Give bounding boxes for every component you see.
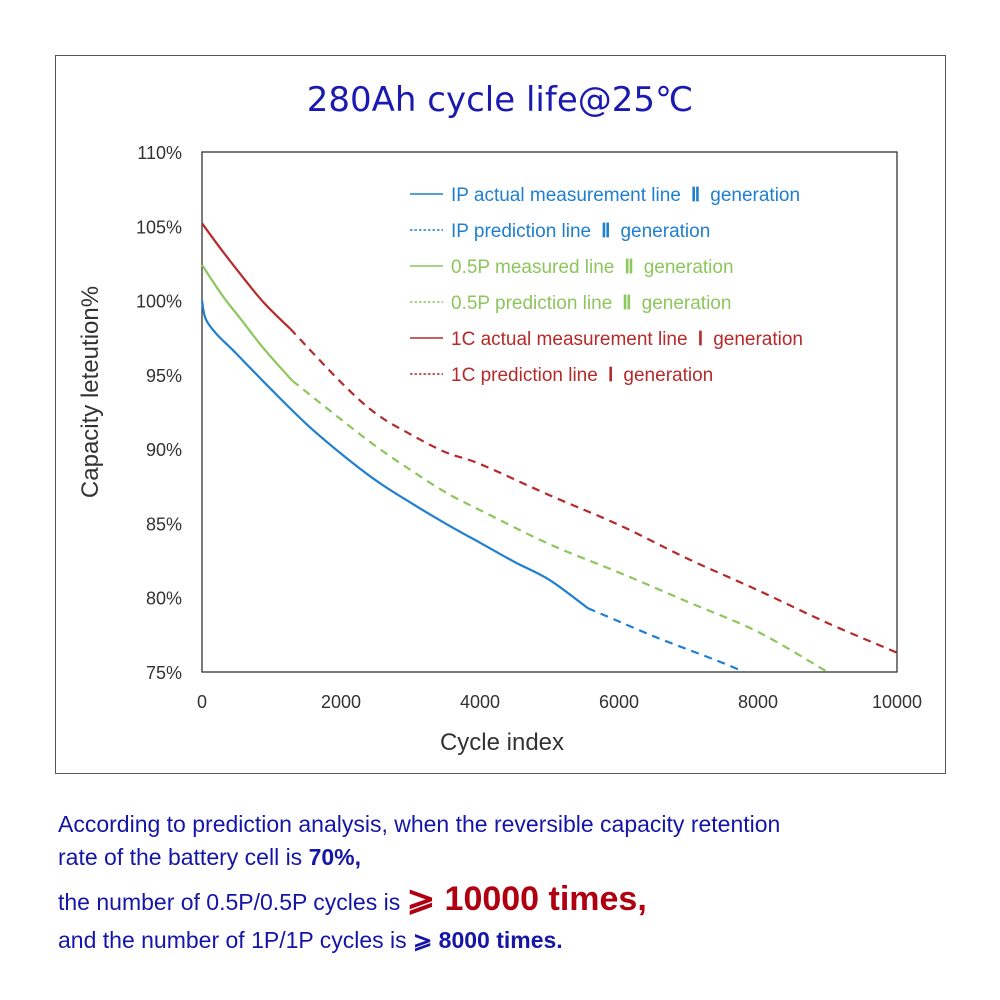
- y-tick-label: 80%: [146, 589, 182, 609]
- series-line-3: [291, 379, 829, 673]
- line-chart: 75% 80% 85% 90% 95% 100% 105% 110% 0 2000 4000 600…: [77, 143, 922, 756]
- legend-generation: Ⅱ: [601, 221, 610, 242]
- y-tick-label: 110%: [137, 143, 182, 163]
- series-line-0: [200, 300, 589, 609]
- footer-line-1: According to prediction analysis, when t…: [58, 811, 781, 837]
- legend-suffix: generation: [710, 185, 800, 206]
- footer-text: the number of 0.5P/0.5P cycles is: [58, 888, 407, 915]
- x-tick-label: 8000: [738, 692, 778, 712]
- legend-text: 0.5P prediction line: [451, 293, 612, 314]
- legend-text: 1C prediction line: [451, 365, 598, 386]
- legend-suffix: generation: [623, 365, 713, 386]
- legend-suffix: generation: [620, 221, 710, 242]
- legend-generation: Ⅰ: [698, 329, 704, 350]
- x-tick-label: 4000: [460, 692, 500, 712]
- x-axis-ticks: 0 2000 4000 6000 8000 10000: [197, 692, 922, 712]
- chart-frame: [55, 55, 946, 774]
- cycles-05p-value: ⩾ 10000 times,: [406, 879, 647, 918]
- footer-text: and the number of 1P/1P cycles is: [58, 926, 413, 953]
- legend-text: IP actual measurement line: [451, 185, 681, 206]
- legend-suffix: generation: [642, 293, 732, 314]
- series-line-2: [201, 264, 294, 382]
- y-tick-label: 105%: [136, 217, 182, 237]
- cycles-1p-value: ⩾ 8000 times.: [413, 926, 563, 953]
- legend-text: 0.5P measured line: [451, 257, 614, 278]
- series-line-4: [201, 222, 292, 330]
- y-tick-label: 100%: [136, 292, 182, 312]
- footer-line-2: rate of the battery cell is 70%,: [58, 841, 780, 874]
- y-axis-label: Capacity leteution%: [77, 286, 104, 498]
- legend-generation: Ⅱ: [691, 185, 700, 206]
- legend-text: IP prediction line: [451, 221, 591, 242]
- footer-line-4: and the number of 1P/1P cycles is ⩾ 8000…: [58, 924, 780, 957]
- x-tick-label: 2000: [321, 692, 361, 712]
- x-tick-label: 6000: [599, 692, 639, 712]
- legend-generation: Ⅱ: [624, 257, 633, 278]
- x-tick-label: 0: [197, 692, 207, 712]
- x-axis-label: Cycle index: [440, 729, 564, 756]
- legend-generation: Ⅰ: [608, 365, 614, 386]
- y-tick-label: 75%: [146, 663, 182, 683]
- x-tick-label: 10000: [872, 692, 922, 712]
- y-tick-label: 90%: [146, 440, 182, 460]
- footer-line-3: the number of 0.5P/0.5P cycles is ⩾ 1000…: [58, 875, 780, 924]
- y-axis-ticks: 75% 80% 85% 90% 95% 100% 105% 110%: [136, 143, 182, 683]
- legend-suffix: generation: [713, 329, 803, 350]
- series-line-5: [289, 328, 898, 654]
- chart-title: 280Ah cycle life@25℃: [306, 80, 694, 120]
- legend-suffix: generation: [644, 257, 734, 278]
- footer-note: According to prediction analysis, when t…: [58, 808, 780, 957]
- legend-generation: Ⅱ: [622, 293, 631, 314]
- footer-text: rate of the battery cell is: [58, 844, 309, 871]
- y-tick-label: 95%: [146, 366, 182, 386]
- retention-value: 70%,: [308, 844, 362, 871]
- series-group: [200, 222, 898, 674]
- plot-area: [201, 151, 898, 673]
- legend-text: 1C actual measurement line: [451, 329, 688, 350]
- series-line-1: [587, 607, 745, 674]
- y-tick-label: 85%: [146, 514, 182, 534]
